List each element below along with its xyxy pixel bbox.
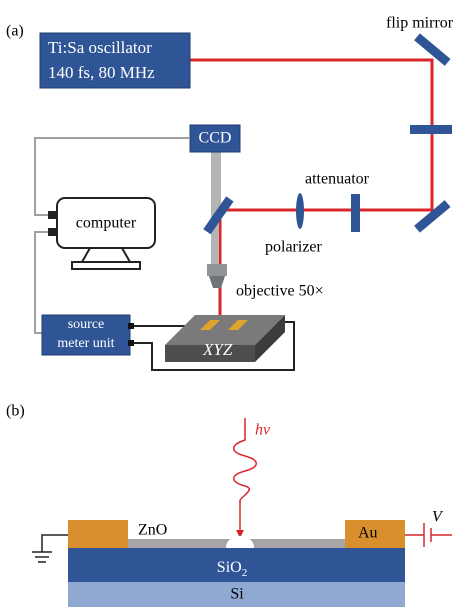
connector [128,340,134,346]
objective-label: objective 50× [236,283,324,300]
polarizer [296,193,304,229]
connector [128,323,134,329]
attenuator-label: attenuator [305,171,370,188]
si-label: Si [230,586,244,603]
filter [410,125,452,134]
sio2-subscript: 2 [242,567,248,579]
panel-a: (a) Ti:Sa oscillator 140 fs, 80 MHz flip… [6,15,454,370]
monitor-base [72,262,140,269]
au-label: Au [358,525,378,542]
ccd-label: CCD [199,130,232,147]
photon-label: hν [255,422,271,439]
ground-wire [42,535,68,552]
zno-label: ZnO [138,522,167,539]
sio2-text: SiO [217,559,242,576]
connector [48,228,56,236]
panel-label: (a) [6,23,24,40]
computer-label: computer [76,215,137,232]
stage-label: XYZ [202,340,233,359]
objective-tip [209,276,225,288]
au-pad [68,520,128,548]
panel-b: (b) hν Si SiO2 ZnO Au V [6,403,452,607]
monitor-stand [82,248,130,262]
flip-mirror-label: flip mirror [386,15,454,32]
voltage-label: V [432,509,444,526]
source-meter-label: source [68,317,105,332]
defect [226,536,254,548]
attenuator [351,194,360,232]
polarizer-label: polarizer [265,239,323,256]
laser-label: 140 fs, 80 MHz [48,63,155,82]
laser-label: Ti:Sa oscillator [48,38,152,57]
setup-diagram: (a) Ti:Sa oscillator 140 fs, 80 MHz flip… [0,0,476,607]
panel-label: (b) [6,403,25,420]
objective [207,264,227,276]
connector [48,211,56,219]
source-meter-label: meter unit [57,336,114,351]
photon [234,418,257,500]
